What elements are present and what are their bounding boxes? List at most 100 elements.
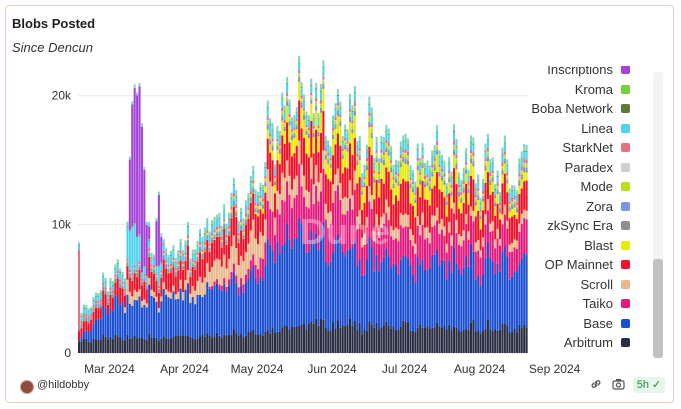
bar-segment-kroma bbox=[443, 166, 446, 167]
bar-segment-linea bbox=[97, 296, 100, 302]
legend-item[interactable]: Mode bbox=[580, 177, 630, 197]
bar-segment-mode bbox=[474, 198, 477, 202]
bar-segment-taiko bbox=[264, 242, 267, 266]
bar-segment-scroll bbox=[303, 175, 306, 198]
bar-segment-zksync-era bbox=[228, 233, 231, 236]
bar-segment-taiko bbox=[276, 209, 279, 242]
bar-segment-boba-network bbox=[460, 184, 463, 186]
camera-icon[interactable] bbox=[611, 378, 625, 392]
embed-link-icon[interactable] bbox=[589, 378, 603, 392]
bar-segment-arbitrum bbox=[111, 338, 114, 353]
bar-segment-scroll bbox=[319, 173, 323, 192]
bar-segment-others bbox=[404, 133, 407, 140]
bar-segment-boba-network bbox=[203, 233, 206, 235]
bar-segment-base bbox=[201, 296, 204, 335]
bar-segment-linea bbox=[85, 308, 88, 314]
bar-segment-arbitrum bbox=[404, 322, 407, 353]
bar-segment-mode bbox=[375, 154, 378, 158]
bar-segment-mode bbox=[508, 205, 511, 208]
bar-segment-base bbox=[385, 248, 388, 322]
bar-segment-mode bbox=[310, 96, 313, 100]
bar-segment-arbitrum bbox=[394, 329, 398, 353]
avatar[interactable] bbox=[20, 380, 34, 394]
legend-item[interactable]: Paradex bbox=[565, 158, 630, 178]
bar-segment-starknet bbox=[433, 158, 436, 162]
bar-segment-base bbox=[247, 278, 250, 333]
bar-segment-base bbox=[474, 279, 477, 332]
legend-item[interactable]: Inscriptions bbox=[547, 66, 630, 80]
bar-segment-zksync-era bbox=[373, 180, 376, 183]
bar-segment-zksync-era bbox=[341, 156, 344, 159]
legend-item[interactable]: Linea bbox=[581, 119, 630, 139]
refresh-status-badge[interactable]: 5h ✓ bbox=[633, 377, 665, 393]
bar-segment-zksync-era bbox=[87, 320, 90, 323]
bar-segment-paradex bbox=[361, 187, 364, 189]
bar-segment-zora bbox=[184, 256, 187, 259]
bar-segment-scroll bbox=[474, 242, 477, 252]
bar-segment-kroma bbox=[310, 84, 313, 85]
bar-segment-blast bbox=[283, 131, 286, 144]
bar-segment-starknet bbox=[295, 118, 298, 122]
bar-segment-zksync-era bbox=[460, 200, 463, 203]
bar-segment-linea bbox=[206, 222, 209, 230]
legend-item[interactable]: StarkNet bbox=[562, 138, 630, 158]
bar-segment-linea bbox=[363, 170, 366, 177]
bar-segment-kroma bbox=[208, 234, 211, 236]
bar-segment-op-mainnet bbox=[90, 319, 93, 331]
legend-scrollbar-track[interactable] bbox=[653, 72, 663, 358]
bar-segment-kroma bbox=[491, 162, 494, 164]
bar-segment-op-mainnet bbox=[368, 146, 371, 187]
bar-segment-others bbox=[462, 167, 465, 173]
bar-segment-others bbox=[525, 144, 528, 151]
chart-title: Blobs Posted bbox=[12, 16, 96, 31]
bar-segment-zora bbox=[394, 178, 398, 180]
bar-segment-blast bbox=[252, 192, 255, 194]
bar-segment-others bbox=[189, 258, 192, 263]
bar-segment-paradex bbox=[450, 188, 453, 190]
bar-segment-kroma bbox=[271, 129, 274, 130]
bar-segment-mode bbox=[307, 131, 310, 134]
legend-scrollbar-thumb[interactable] bbox=[653, 259, 663, 358]
bar-segment-zora bbox=[143, 277, 146, 280]
legend-item[interactable]: Blast bbox=[584, 236, 630, 256]
bar-segment-paradex bbox=[223, 221, 226, 223]
legend-item[interactable]: Boba Network bbox=[531, 99, 630, 119]
bar-segment-paradex bbox=[242, 231, 245, 233]
legend-item[interactable]: Base bbox=[583, 314, 630, 334]
bar-segment-kroma bbox=[496, 175, 499, 177]
legend-item[interactable]: Kroma bbox=[575, 80, 630, 100]
legend-swatch bbox=[621, 66, 630, 75]
bar-segment-others bbox=[407, 138, 410, 144]
bar-segment-boba-network bbox=[421, 148, 424, 150]
bar-segment-starknet bbox=[177, 261, 180, 265]
bar-segment-scroll bbox=[237, 265, 240, 288]
bar-segment-arbitrum bbox=[283, 325, 286, 353]
legend-item[interactable]: zkSync Era bbox=[547, 216, 630, 236]
author-username[interactable]: @hildobby bbox=[37, 379, 90, 391]
legend-item[interactable]: Taiko bbox=[583, 294, 630, 314]
bar-segment-op-mainnet bbox=[242, 238, 245, 262]
bar-segment-linea bbox=[198, 235, 202, 243]
legend-item[interactable]: OP Mainnet bbox=[545, 255, 630, 275]
bar-segment-starknet bbox=[474, 194, 477, 198]
legend-item[interactable]: Zora bbox=[586, 197, 630, 217]
bar-segment-taiko bbox=[486, 210, 489, 242]
bar-segment-zora bbox=[119, 282, 122, 285]
bar-segment-linea bbox=[242, 224, 245, 230]
bar-segment-op-mainnet bbox=[237, 242, 240, 266]
bar-segment-taiko bbox=[457, 244, 460, 270]
bar-segment-others bbox=[237, 220, 240, 226]
bar-segment-starknet bbox=[443, 173, 446, 177]
bar-segment-arbitrum bbox=[336, 320, 339, 353]
legend-item[interactable]: Arbitrum bbox=[564, 333, 630, 353]
bar-segment-base bbox=[208, 288, 211, 336]
bar-segment-others bbox=[264, 161, 267, 167]
bar-segment-paradex bbox=[520, 170, 523, 173]
bar-segment-mode bbox=[203, 245, 206, 248]
bar-segment-zora bbox=[365, 165, 368, 168]
legend-item[interactable]: Scroll bbox=[580, 275, 630, 295]
bar-segment-zora bbox=[484, 165, 487, 169]
bar-segment-arbitrum bbox=[85, 338, 88, 353]
bar-segment-zora bbox=[474, 201, 477, 203]
bar-segment-kroma bbox=[143, 266, 146, 267]
